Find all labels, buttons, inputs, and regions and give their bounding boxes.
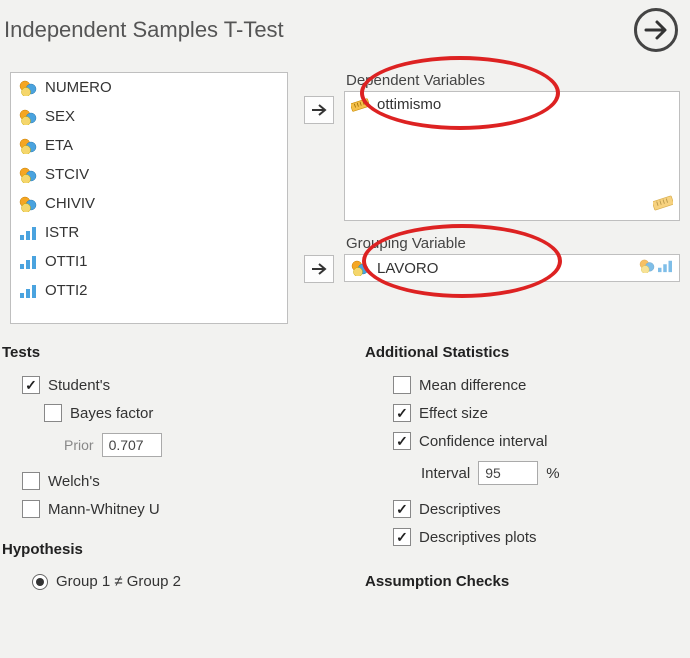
meandiff-label: Mean difference <box>419 377 526 394</box>
variable-label: OTTI2 <box>45 282 88 299</box>
desc-label: Descriptives <box>419 501 501 518</box>
variable-item[interactable]: OTTI2 <box>11 276 287 305</box>
meandiff-checkbox-row[interactable]: Mean difference <box>365 371 680 399</box>
descplot-checkbox-row[interactable]: Descriptives plots <box>365 523 680 551</box>
ci-label: Confidence interval <box>419 433 547 450</box>
run-button[interactable] <box>634 8 678 52</box>
nominal-icon <box>351 260 369 276</box>
descplot-label: Descriptives plots <box>419 529 537 546</box>
assumption-heading: Assumption Checks <box>365 573 680 590</box>
mannwhitney-label: Mann-Whitney U <box>48 501 160 518</box>
checkbox-icon <box>44 404 62 422</box>
variable-item[interactable]: OTTI1 <box>11 247 287 276</box>
dependent-item[interactable]: ottimismo <box>351 96 673 113</box>
variable-label: ISTR <box>45 224 79 241</box>
variable-item[interactable]: STCIV <box>11 160 287 189</box>
grouping-box[interactable]: LAVORO <box>344 254 680 282</box>
ci-checkbox-row[interactable]: Confidence interval <box>365 427 680 455</box>
interval-suffix: % <box>546 465 559 482</box>
welch-label: Welch's <box>48 473 100 490</box>
arrow-right-icon <box>643 17 669 43</box>
checkbox-icon <box>393 528 411 546</box>
ruler-icon <box>351 98 369 112</box>
desc-checkbox-row[interactable]: Descriptives <box>365 495 680 523</box>
mannwhitney-checkbox-row[interactable]: Mann-Whitney U <box>10 495 325 523</box>
move-to-dependent-button[interactable] <box>304 96 334 124</box>
interval-label: Interval <box>421 465 470 482</box>
grouping-item-label: LAVORO <box>377 260 438 277</box>
addstats-heading: Additional Statistics <box>365 344 680 361</box>
ruler-icon <box>653 195 673 214</box>
hypothesis-neq-label: Group 1 ≠ Group 2 <box>56 573 181 590</box>
ordinal-icon <box>19 225 37 241</box>
dependent-item-label: ottimismo <box>377 96 441 113</box>
grouping-label: Grouping Variable <box>344 235 680 252</box>
nominal-icon <box>19 109 37 125</box>
prior-label: Prior <box>64 437 94 453</box>
ordinal-icon <box>657 259 673 276</box>
variable-item[interactable]: SEX <box>11 102 287 131</box>
students-checkbox-row[interactable]: Student's <box>10 371 325 399</box>
variable-label: ETA <box>45 137 73 154</box>
nominal-icon <box>19 167 37 183</box>
variable-item[interactable]: CHIVIV <box>11 189 287 218</box>
dependent-box[interactable]: ottimismo <box>344 91 680 221</box>
variable-list[interactable]: NUMERO SEX ETA STCIV CHIVIV ISTR OTTI1 OTTI2 <box>10 72 288 324</box>
hypothesis-heading: Hypothesis <box>2 541 325 558</box>
radio-icon <box>32 574 48 590</box>
hypothesis-neq-row[interactable]: Group 1 ≠ Group 2 <box>10 568 325 595</box>
variable-item[interactable]: ISTR <box>11 218 287 247</box>
variable-label: STCIV <box>45 166 89 183</box>
checkbox-icon <box>393 404 411 422</box>
dependent-label: Dependent Variables <box>344 72 680 89</box>
checkbox-icon <box>22 500 40 518</box>
variable-label: SEX <box>45 108 75 125</box>
welch-checkbox-row[interactable]: Welch's <box>10 467 325 495</box>
tests-heading: Tests <box>2 344 325 361</box>
checkbox-icon <box>393 432 411 450</box>
variable-item[interactable]: NUMERO <box>11 73 287 102</box>
checkbox-icon <box>393 376 411 394</box>
bayes-checkbox-row[interactable]: Bayes factor <box>10 399 325 427</box>
effectsize-label: Effect size <box>419 405 488 422</box>
checkbox-icon <box>22 376 40 394</box>
grouping-item[interactable]: LAVORO <box>351 260 438 277</box>
interval-input[interactable] <box>478 461 538 485</box>
effectsize-checkbox-row[interactable]: Effect size <box>365 399 680 427</box>
page-title: Independent Samples T-Test <box>4 17 284 43</box>
ordinal-icon <box>19 283 37 299</box>
bayes-label: Bayes factor <box>70 405 153 422</box>
nominal-icon <box>19 196 37 212</box>
move-to-grouping-button[interactable] <box>304 255 334 283</box>
nominal-icon <box>639 259 655 276</box>
checkbox-icon <box>22 472 40 490</box>
variable-label: CHIVIV <box>45 195 95 212</box>
nominal-icon <box>19 138 37 154</box>
prior-input[interactable] <box>102 433 162 457</box>
variable-label: NUMERO <box>45 79 112 96</box>
checkbox-icon <box>393 500 411 518</box>
nominal-icon <box>19 80 37 96</box>
variable-item[interactable]: ETA <box>11 131 287 160</box>
variable-label: OTTI1 <box>45 253 88 270</box>
ordinal-icon <box>19 254 37 270</box>
students-label: Student's <box>48 377 110 394</box>
